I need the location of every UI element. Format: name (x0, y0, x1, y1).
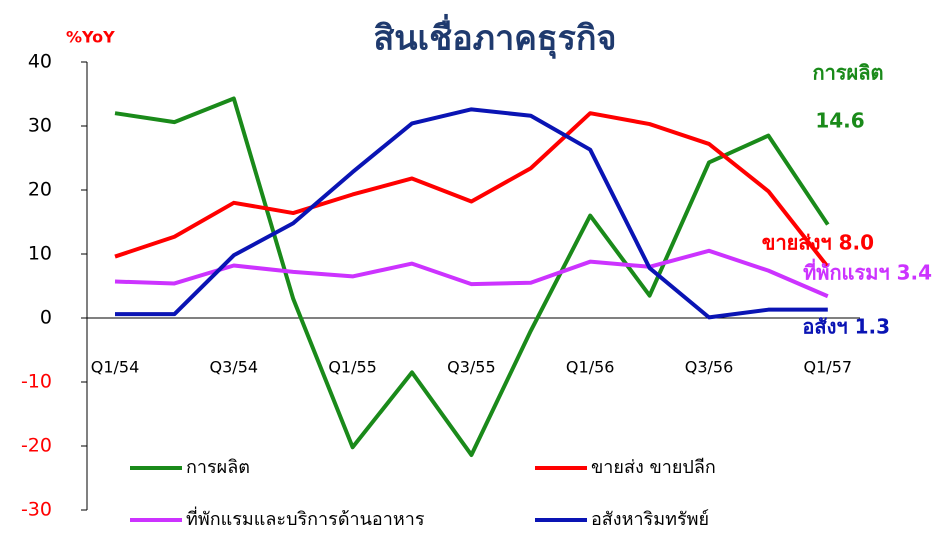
y-tick-label: 20 (28, 179, 52, 201)
legend-label: ที่พักแรมและบริการด้านอาหาร (186, 506, 425, 530)
chart-title: สินเชื่อภาคธุรกิจ (374, 14, 617, 60)
x-tick-label: Q1/54 (91, 358, 140, 377)
annotation: ขายส่งฯ 8.0 (762, 231, 874, 255)
y-tick-label: -30 (21, 499, 52, 521)
y-tick-label: 30 (28, 115, 52, 137)
y-tick-label: -20 (21, 435, 52, 457)
legend-label: อสังหาริมทรัพย์ (591, 509, 709, 530)
series-line (114, 111, 830, 269)
y-axis-label: %YoY (66, 28, 115, 47)
annotation: ที่พักแรมฯ 3.4 (803, 258, 932, 285)
legend-label: ขายส่ง ขายปลีก (591, 457, 716, 478)
x-tick-label: Q3/55 (447, 358, 496, 377)
annotation: การผลิต (812, 61, 883, 85)
x-tick-label: Q1/55 (328, 358, 377, 377)
y-tick-label: -10 (21, 371, 52, 393)
annotation: 14.6 (815, 109, 864, 133)
legend-label: การผลิต (186, 457, 250, 478)
x-tick-label: Q1/57 (804, 358, 853, 377)
annotation: อสังฯ 1.3 (802, 315, 890, 339)
x-tick-label: Q1/56 (566, 358, 615, 377)
y-tick-label: 40 (28, 51, 52, 73)
x-tick-label: Q3/56 (685, 358, 734, 377)
series-line (114, 96, 830, 457)
series-line (114, 248, 829, 299)
y-tick-label: 0 (40, 307, 52, 329)
x-tick-label: Q3/54 (210, 358, 259, 377)
y-tick-label: 10 (28, 243, 52, 265)
series-line (115, 107, 828, 320)
